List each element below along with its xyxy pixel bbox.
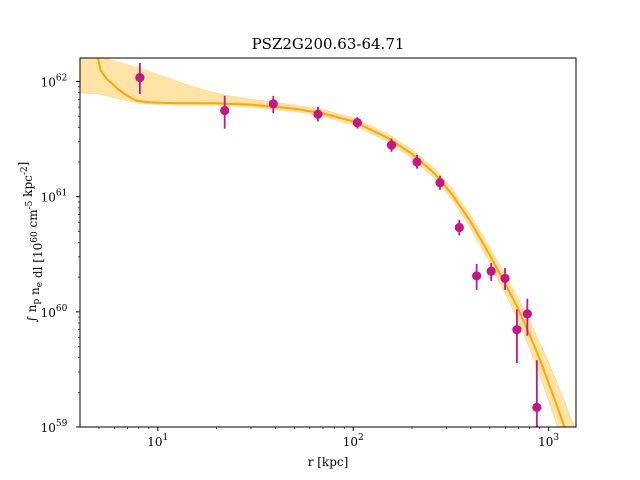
data-point-5 [352,117,362,129]
x-axis-label: r [kpc] [308,455,349,469]
point-marker [500,273,510,284]
point-marker [220,105,230,116]
x-tick-label: 101 [147,433,168,449]
data-point-7 [412,155,422,169]
x-axis-ticks: 101 102 103 [98,427,559,449]
point-marker [522,309,532,319]
data-point-6 [386,138,397,152]
data-point-15 [532,360,542,427]
y-tick-label: 1061 [41,189,68,205]
y-axis-label: ∫ np ne dl [1060 cm-5 kpc-2] [16,162,45,323]
point-marker [135,73,145,83]
y-tick-label: 1060 [41,304,68,320]
point-marker [435,178,445,188]
data-point-10 [472,264,482,290]
y-axis-ticks: 1059 1060 1061 1062 [41,74,80,435]
data-point-14 [522,298,532,336]
data-point-11 [486,263,496,282]
point-marker [268,99,278,109]
data-point-9 [454,219,464,236]
point-marker [512,325,522,335]
y-tick-label: 1062 [41,74,68,90]
point-marker [486,266,496,276]
chart-title: PSZ2G200.63-64.71 [252,35,405,53]
plot-area [80,58,576,427]
data-point-4 [313,107,323,122]
point-marker [386,140,397,150]
data-point-1 [135,62,145,94]
data-point-8 [435,175,445,190]
data-point-13 [512,309,522,363]
data-points [135,62,542,427]
model-curve [96,58,566,427]
data-point-2 [220,95,230,129]
point-marker [313,109,323,119]
x-tick-label: 103 [538,433,559,449]
point-marker [352,117,362,128]
point-marker [472,271,482,281]
point-marker [532,402,542,412]
point-marker [454,222,464,233]
data-point-3 [268,95,278,114]
point-marker [412,157,422,167]
y-tick-label: 1059 [41,419,68,435]
x-tick-label: 102 [343,433,364,449]
data-point-12 [500,268,510,290]
